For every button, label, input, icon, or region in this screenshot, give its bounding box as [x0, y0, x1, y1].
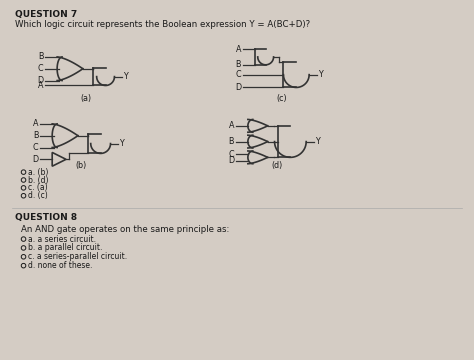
- Text: C: C: [33, 143, 38, 152]
- Text: C: C: [228, 150, 234, 159]
- Text: d. (c): d. (c): [28, 191, 48, 200]
- Text: Y: Y: [123, 72, 128, 81]
- Text: (c): (c): [277, 94, 287, 103]
- Text: b. a parallel circuit.: b. a parallel circuit.: [28, 243, 103, 252]
- Text: c. (a): c. (a): [28, 183, 48, 192]
- Text: (d): (d): [272, 161, 283, 170]
- Text: QUESTION 8: QUESTION 8: [15, 213, 77, 222]
- Text: Y: Y: [119, 139, 124, 148]
- Text: Y: Y: [315, 137, 320, 146]
- Text: B: B: [38, 53, 43, 62]
- Text: A: A: [236, 45, 241, 54]
- Text: a. a series circuit.: a. a series circuit.: [28, 235, 97, 244]
- Text: A: A: [33, 120, 38, 129]
- Text: A: A: [38, 81, 43, 90]
- Text: D: D: [228, 156, 234, 165]
- Text: a. (b): a. (b): [28, 168, 49, 177]
- Text: Which logic circuit represents the Boolean expression Y = A(BC+D)?: Which logic circuit represents the Boole…: [15, 19, 310, 28]
- Text: (a): (a): [80, 94, 91, 103]
- Text: c. a series-parallel circuit.: c. a series-parallel circuit.: [28, 252, 128, 261]
- Text: D: D: [37, 76, 43, 85]
- Text: A: A: [228, 121, 234, 130]
- Text: D: D: [32, 155, 38, 164]
- Text: An AND gate operates on the same principle as:: An AND gate operates on the same princip…: [20, 225, 229, 234]
- Text: B: B: [236, 60, 241, 69]
- Text: C: C: [37, 64, 43, 73]
- Text: QUESTION 7: QUESTION 7: [15, 10, 77, 19]
- Text: B: B: [228, 137, 234, 146]
- Text: D: D: [235, 83, 241, 92]
- Text: C: C: [235, 70, 241, 79]
- Text: (b): (b): [76, 161, 87, 170]
- Text: B: B: [33, 131, 38, 140]
- Text: b. (d): b. (d): [28, 176, 49, 185]
- Text: d. none of these.: d. none of these.: [28, 261, 93, 270]
- Text: Y: Y: [318, 70, 323, 79]
